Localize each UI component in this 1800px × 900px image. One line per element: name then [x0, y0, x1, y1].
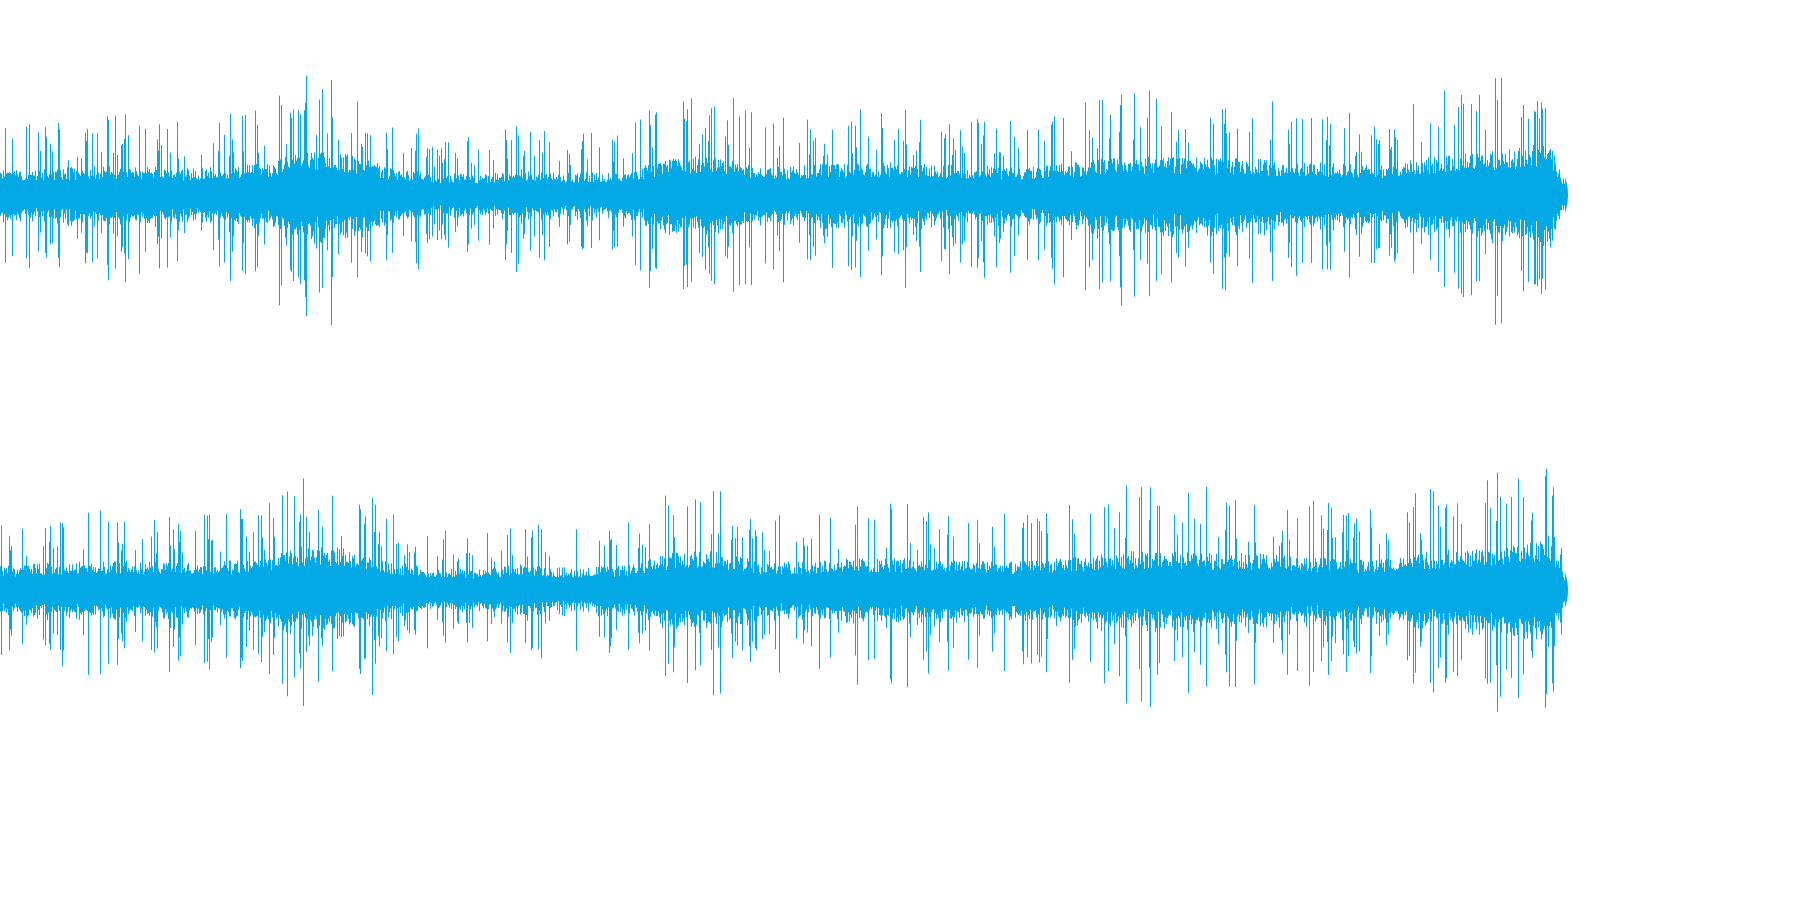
waveform-core [0, 581, 1565, 599]
waveform-tail [1565, 572, 1568, 608]
waveform-core [0, 186, 1565, 204]
waveform-channel-left [0, 75, 1568, 326]
waveform-channel-right [0, 468, 1568, 712]
waveform-tail [1565, 177, 1568, 213]
